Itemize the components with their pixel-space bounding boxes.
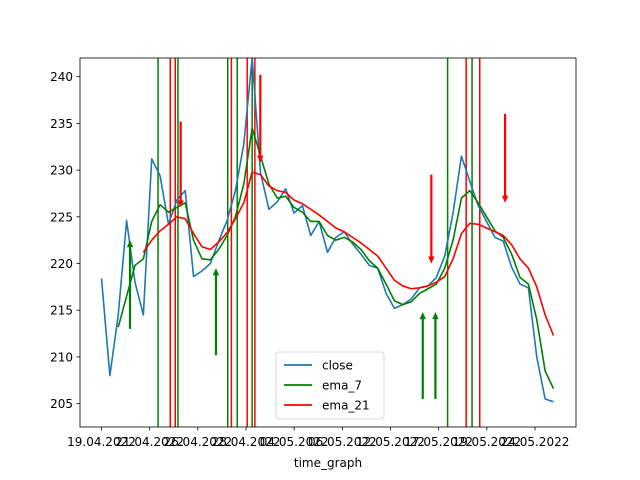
x-tick-label-2: 26.04.2022: [163, 435, 232, 449]
legend-label-ema_7: ema_7: [322, 379, 362, 393]
signal-arrows: [126, 74, 509, 399]
legend: close ema_7 ema_21: [275, 351, 385, 420]
arrow-down-1: [177, 200, 184, 208]
legend-label-ema_21: ema_21: [322, 399, 370, 413]
arrow-up-6: [432, 312, 439, 320]
x-tick-label-4: 04.05.2022: [260, 435, 329, 449]
x-tick-label-9: 24.05.2022: [501, 435, 570, 449]
arrow-down-5: [428, 256, 435, 264]
x-tick-label-7: 17.05.2022: [404, 435, 473, 449]
series-lines: [100, 58, 555, 403]
series-line-ema_21: [142, 171, 555, 336]
x-tick-label-1: 21.04.2022: [115, 435, 184, 449]
x-axis-title: time_graph: [294, 456, 362, 470]
arrow-down-7: [501, 195, 509, 203]
y-axis: 205 210 215 220 225 230 235 240: [50, 70, 80, 411]
series-line-close: [100, 58, 554, 403]
x-axis: 19.04.202221.04.202226.04.202228.04.2022…: [67, 427, 569, 449]
y-tick-label-240: 240: [50, 70, 73, 84]
x-tick-label-6: 12.05.2022: [356, 435, 425, 449]
x-tick-label-5: 06.05.2022: [308, 435, 377, 449]
x-tick-label-3: 28.04.2022: [212, 435, 281, 449]
y-tick-label-220: 220: [50, 257, 73, 271]
y-tick-label-225: 225: [50, 210, 73, 224]
y-tick-label-205: 205: [50, 397, 73, 411]
arrow-down-3: [257, 155, 264, 163]
arrow-up-0: [126, 240, 134, 248]
x-tick-label-0: 19.04.2022: [67, 435, 136, 449]
legend-box: [275, 351, 385, 420]
plot-frame: [79, 57, 577, 428]
y-tick-label-210: 210: [50, 350, 73, 364]
legend-label-close: close: [322, 359, 353, 373]
y-tick-label-230: 230: [50, 164, 73, 178]
x-tick-label-8: 19.05.2022: [452, 435, 521, 449]
arrow-up-2: [212, 268, 220, 276]
y-tick-label-235: 235: [50, 117, 73, 131]
y-tick-label-215: 215: [50, 304, 73, 318]
arrow-up-4: [419, 312, 426, 320]
